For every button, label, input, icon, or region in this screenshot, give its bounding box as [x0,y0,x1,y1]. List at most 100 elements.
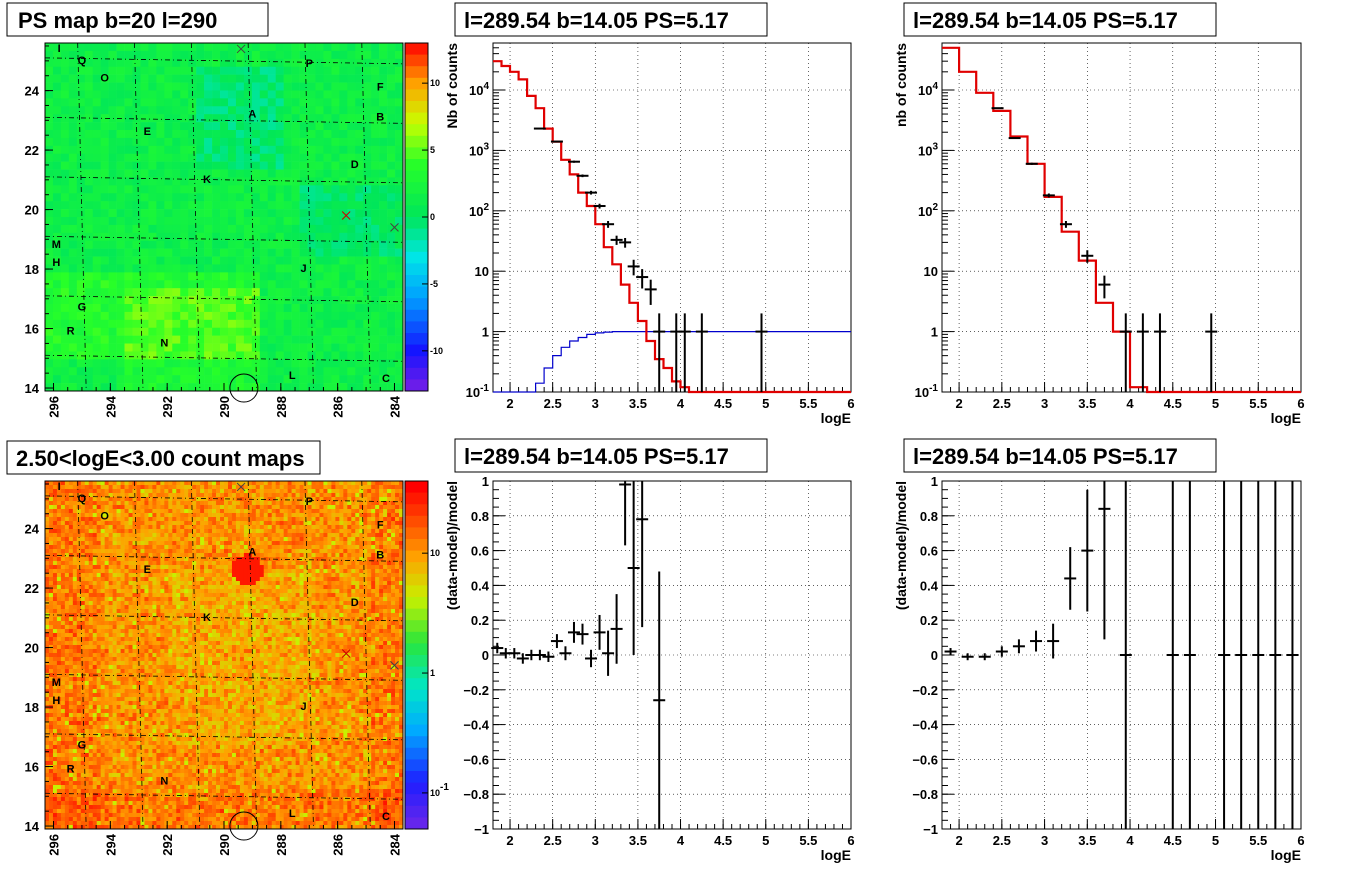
heatmap-cell [355,177,364,186]
heatmap-cell [92,359,101,368]
heatmap-cell [152,609,157,614]
heatmap-cell [323,375,332,384]
heatmap-cell [323,232,332,242]
heatmap-cell [124,633,129,638]
heatmap-cell [339,280,348,289]
heatmap-cell [164,657,169,662]
heatmap-cell [148,74,157,83]
heatmap-cell [64,793,70,798]
heatmap-cell [116,256,125,265]
heatmap-cell [92,145,101,155]
heatmap-cell [299,106,308,115]
heatmap-cell [64,705,70,710]
heatmap-cell [204,90,213,99]
heatmap-cell [379,98,388,107]
heatmap-cell [52,177,62,186]
heatmap-cell [148,50,157,60]
heatmap-cell [235,98,245,107]
heatmap-cell [92,593,98,598]
heatmap-cell [299,256,308,265]
heatmap-cell [196,256,205,265]
heatmap-cell [100,801,105,806]
heatmap-cell [112,545,117,550]
heatmap-cell [116,557,121,562]
heatmap-cell [339,145,348,155]
heatmap-cell [140,509,145,514]
heatmap-cell [156,605,161,610]
heatmap-cell [339,169,348,178]
heatmap-cell [315,367,324,376]
heatmap-cell [108,797,113,802]
heatmap-cell [116,296,125,305]
heatmap-cell [124,637,129,642]
heatmap-cell [152,825,157,830]
heatmap-cell [204,217,213,226]
heatmap-cell [172,661,177,666]
heatmap-cell [395,43,404,52]
heatmap-cell [168,569,173,574]
heatmap-cell [64,501,70,506]
heatmap-cell [108,637,113,642]
cross-markers [236,44,399,232]
heatmap-cell [371,248,380,257]
heatmap-cell [116,741,121,746]
heatmap-cell [128,481,133,486]
heatmap-cell [140,641,145,646]
heatmap-cell [124,585,129,590]
colorbar-cell [405,147,428,160]
heatmap-cell [363,343,372,352]
heatmap-cell [172,98,181,107]
heatmap-cell [108,641,113,646]
heatmap-cell [100,769,105,774]
heatmap-cell [92,327,101,336]
heatmap-cell [220,145,229,155]
heatmap-cell [315,343,324,352]
heatmap-cell [128,637,133,642]
heatmap-cell [92,545,98,550]
heatmap-cell [116,525,121,530]
heatmap-cell [88,717,94,722]
heatmap-cell [220,193,229,202]
heatmap-cell [120,661,125,666]
heatmap-cell [275,343,284,352]
heatmap-cell [52,50,62,60]
heatmap-cell [148,537,153,542]
heatmap-cell [52,729,58,734]
heatmap-cell [112,485,117,490]
heatmap-cell [60,517,66,522]
heatmap-cell [188,359,197,368]
heatmap-cell [120,733,125,738]
heatmap-cell [172,597,177,602]
heatmap-cell [60,319,70,329]
heatmap-cell [387,153,396,162]
heatmap-cell [52,637,58,642]
heatmap-cell [104,493,109,498]
heatmap-cell [76,657,82,662]
heatmap-cell [116,697,121,702]
heatmap-cell [152,765,157,770]
heatmap-cell [116,789,121,794]
heatmap-cell [307,201,316,210]
heatmap-cell [76,629,82,634]
heatmap-cell [92,256,101,265]
heatmap-cell [76,489,82,494]
heatmap-cell [243,335,253,344]
heatmap-cell [100,533,105,538]
heatmap-cell [68,153,78,162]
heatmap-cell [100,177,109,186]
heatmap-cell [259,232,269,242]
heatmap-cell [84,593,90,598]
heatmap-cell [92,793,98,798]
heatmap-cell [108,777,113,782]
heatmap-cell [339,161,348,170]
heatmap-cell [124,367,133,376]
heatmap-cell [371,335,380,344]
heatmap-cell [120,717,125,722]
heatmap-cell [88,561,94,566]
heatmap-cell [48,697,54,702]
heatmap-cell [160,809,165,814]
heatmap-cell [299,209,308,218]
heatmap-cell [48,497,54,502]
heatmap-cell [235,193,245,202]
